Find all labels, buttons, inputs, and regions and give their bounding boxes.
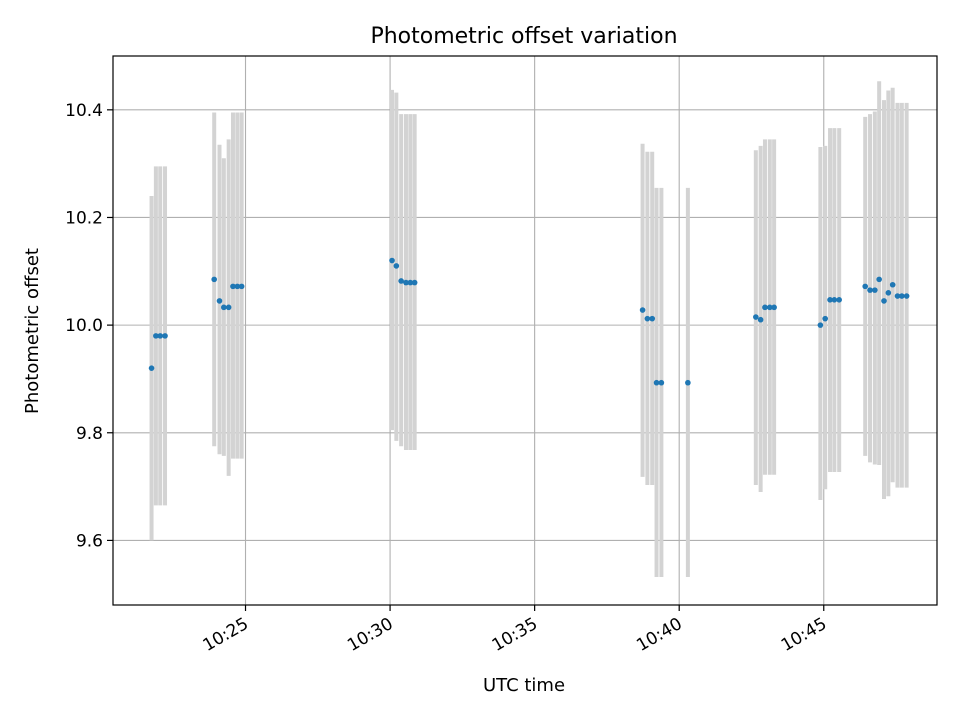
data-point [685, 379, 691, 386]
data-point [827, 297, 833, 303]
data-point [157, 333, 164, 339]
data-point [644, 315, 651, 322]
x-axis-ticks: 10:25 10:30 10:35 10:40 10:45 [200, 605, 830, 656]
data-point [225, 304, 232, 311]
data-points [148, 257, 910, 386]
y-tick-label: 10.4 [65, 101, 103, 121]
data-point [862, 283, 869, 290]
x-tick-label: 10:35 [489, 614, 541, 656]
data-point [407, 279, 414, 286]
data-point [876, 276, 882, 283]
grid [113, 56, 937, 605]
data-point [389, 257, 395, 264]
data-point [872, 287, 878, 293]
data-point [831, 297, 838, 303]
data-point [885, 290, 892, 296]
data-point [162, 333, 168, 339]
y-tick-label: 9.8 [76, 424, 103, 444]
x-axis-label: UTC time [483, 675, 565, 696]
y-tick-label: 10.2 [65, 208, 103, 228]
data-point [771, 304, 777, 311]
data-point [230, 283, 236, 290]
x-tick-label: 10:40 [633, 614, 685, 656]
data-point [653, 379, 660, 386]
data-point [881, 298, 887, 304]
data-point [889, 281, 896, 288]
data-point [649, 315, 656, 322]
data-point [234, 283, 241, 290]
data-point [398, 278, 404, 284]
data-point [899, 293, 905, 299]
data-point [903, 293, 910, 299]
y-tick-label: 10.0 [65, 316, 103, 336]
data-point [753, 314, 759, 320]
error-bars [149, 81, 909, 578]
data-point [757, 316, 764, 323]
data-point [211, 276, 217, 283]
y-axis-label: Photometric offset [22, 248, 43, 414]
data-point [639, 307, 646, 313]
data-point [658, 379, 665, 386]
data-point [766, 304, 773, 311]
x-tick-label: 10:45 [778, 614, 830, 656]
data-point [216, 298, 223, 304]
x-tick-label: 10:30 [344, 614, 396, 656]
chart-title: Photometric offset variation [370, 24, 677, 49]
data-point [153, 333, 159, 339]
data-point [238, 283, 245, 290]
x-tick-label: 10:25 [200, 614, 252, 656]
data-point [148, 365, 155, 371]
y-axis-ticks: 9.6 9.8 10.0 10.2 10.4 [65, 101, 113, 551]
data-point [221, 304, 227, 311]
data-point [762, 304, 768, 311]
y-tick-label: 9.6 [76, 531, 103, 551]
data-point [822, 315, 829, 322]
data-point [411, 279, 418, 286]
data-point [894, 293, 901, 299]
data-point [867, 287, 873, 293]
data-point [817, 322, 824, 328]
plot-frame [112, 55, 938, 606]
data-point [403, 279, 409, 286]
data-point [836, 297, 842, 303]
data-point [393, 263, 400, 269]
